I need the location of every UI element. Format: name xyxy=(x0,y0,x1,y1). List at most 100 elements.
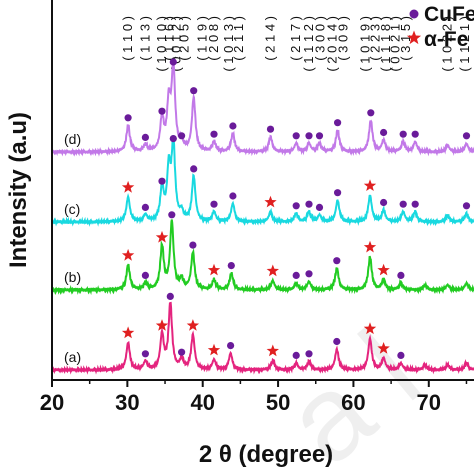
cufe-marker-0-2 xyxy=(178,348,186,356)
fe-marker-2-1 xyxy=(264,195,277,208)
cufe-marker-1-5 xyxy=(305,270,313,278)
hkl-label-19: ( 0 0 2 1 ) xyxy=(388,16,403,72)
hkl-label-0: ( 1 1 0 ) xyxy=(120,16,135,61)
cufe-marker-2-6 xyxy=(292,202,300,210)
hkl-label-7: ( 2 0 8 ) xyxy=(206,16,221,61)
cufe-marker-3-11 xyxy=(315,132,324,140)
y-axis-label: Intensity (a.u) xyxy=(5,112,32,268)
hkl-label-20: ( 3 1 5 ) xyxy=(398,16,413,61)
cufe-marker-3-9 xyxy=(292,132,300,140)
cufe-marker-3-1 xyxy=(141,133,149,141)
hkl-label-10: ( 2 1 4 ) xyxy=(263,16,278,61)
cufe-marker-2-13 xyxy=(462,202,471,210)
hkl-labels: ( 1 1 0 )( 1 1 3 )( 1 0 1 0 )( 1 1 6 ) ( … xyxy=(120,16,472,72)
cufe-marker-1-2 xyxy=(189,241,197,249)
x-tick-label-2: 40 xyxy=(190,390,214,415)
fe-marker-1-1 xyxy=(155,230,169,243)
legend-label-cufe: CuFe xyxy=(424,3,474,26)
cufe-marker-3-14 xyxy=(380,128,388,137)
series-line-0 xyxy=(52,301,474,375)
cufe-marker-3-17 xyxy=(462,132,471,140)
hkl-label-8: ( 1 0 1 3 ) xyxy=(221,16,236,72)
cufe-marker-2-5 xyxy=(229,192,237,200)
x-tick-label-1: 30 xyxy=(115,390,139,415)
cufe-marker-3-15 xyxy=(399,130,407,138)
hkl-label-12: ( 1 1 1 2 ) xyxy=(301,16,316,72)
cufe-marker-3-8 xyxy=(266,125,275,133)
legend-label-fe: α-Fe xyxy=(424,28,468,51)
fe-marker-1-5 xyxy=(377,263,390,276)
cufe-marker-2-12 xyxy=(411,200,419,208)
x-axis: 20 30 40 50 60 70 xyxy=(40,0,474,415)
series-line-2 xyxy=(52,135,474,227)
x-tick-label-4: 60 xyxy=(341,390,365,415)
fe-marker-1-2 xyxy=(207,263,221,276)
cufe-marker-2-11 xyxy=(399,200,407,208)
cufe-marker-1-4 xyxy=(292,271,300,279)
hkl-label-9: ( 2 1 1 ) xyxy=(231,16,246,61)
cufe-marker-0-7 xyxy=(397,351,405,359)
hkl-label-2: ( 1 0 1 0 ) xyxy=(154,16,169,72)
cufe-marker-0-5 xyxy=(305,350,313,358)
fe-marker-0-0 xyxy=(121,326,135,339)
cufe-marker-0-4 xyxy=(292,351,300,359)
cufe-marker-2-2 xyxy=(169,135,177,143)
cufe-marker-0-6 xyxy=(333,337,341,346)
cufe-marker-2-8 xyxy=(315,203,324,211)
legend-circle-marker xyxy=(409,9,419,19)
cufe-marker-3-4 xyxy=(178,132,186,140)
cufe-marker-1-1 xyxy=(168,211,176,219)
cufe-marker-3-13 xyxy=(367,109,375,117)
fe-marker-0-5 xyxy=(363,322,377,335)
cufe-marker-0-0 xyxy=(141,350,149,358)
cufe-marker-2-7 xyxy=(305,200,313,208)
cufe-marker-2-3 xyxy=(190,165,198,173)
cufe-marker-3-16 xyxy=(411,130,419,138)
cufe-marker-3-6 xyxy=(210,130,218,138)
cufe-marker-3-10 xyxy=(305,132,313,140)
fe-marker-1-4 xyxy=(363,240,377,253)
cufe-marker-2-1 xyxy=(158,177,166,185)
cufe-marker-3-12 xyxy=(334,119,342,127)
cufe-marker-3-5 xyxy=(190,87,198,95)
hkl-label-11: ( 2 1 7 ) xyxy=(288,16,303,61)
hkl-label-1: ( 1 1 3 ) xyxy=(137,16,152,61)
cufe-marker-1-6 xyxy=(333,257,341,265)
fe-marker-0-1 xyxy=(155,319,169,331)
hkl-label-3: ( 1 1 6 ) xyxy=(162,16,177,61)
cufe-marker-3-3 xyxy=(169,58,177,66)
fe-marker-0-2 xyxy=(186,319,200,331)
fe-marker-1-0 xyxy=(121,248,135,261)
fe-marker-0-4 xyxy=(266,344,279,357)
cufe-marker-2-10 xyxy=(380,198,388,207)
cufe-marker-1-0 xyxy=(141,271,149,279)
hkl-label-13: ( 3 0 0 ) xyxy=(312,16,327,61)
x-tick-label-5: 70 xyxy=(417,390,441,415)
hkl-label-21: ( 1 0 2 2 ) xyxy=(440,16,455,72)
pattern-label-0: (a) xyxy=(64,349,81,365)
x-axis-label: 2 θ (degree) xyxy=(199,441,333,468)
hkl-label-14: ( 2 0 1 4 ) xyxy=(324,16,339,72)
cufe-marker-3-7 xyxy=(229,122,237,130)
hkl-label-22: ( 1 1 2 1 ) xyxy=(457,16,472,72)
hkl-label-15: ( 3 0 9 ) xyxy=(336,16,351,61)
cufe-marker-3-0 xyxy=(124,114,132,122)
cufe-marker-2-0 xyxy=(141,203,149,211)
pattern-label-3: (d) xyxy=(64,131,81,147)
x-tick-label-3: 50 xyxy=(266,390,290,415)
hkl-label-16: ( 1 0 1 9 ) xyxy=(357,16,372,72)
cufe-marker-2-9 xyxy=(334,189,342,197)
pattern-label-1: (b) xyxy=(64,269,81,285)
series-line-1 xyxy=(52,219,474,296)
hkl-label-17: ( 2 2 3 ) xyxy=(367,16,382,61)
cufe-marker-0-1 xyxy=(166,292,174,300)
marker-layer xyxy=(121,58,471,359)
fe-marker-0-3 xyxy=(207,343,221,356)
fe-marker-2-2 xyxy=(363,179,377,191)
cufe-marker-1-7 xyxy=(397,271,405,279)
fe-marker-1-3 xyxy=(266,264,279,277)
pattern-label-2: (c) xyxy=(64,201,80,217)
hkl-label-18: ( 1 1 1 8 ) xyxy=(378,16,393,72)
